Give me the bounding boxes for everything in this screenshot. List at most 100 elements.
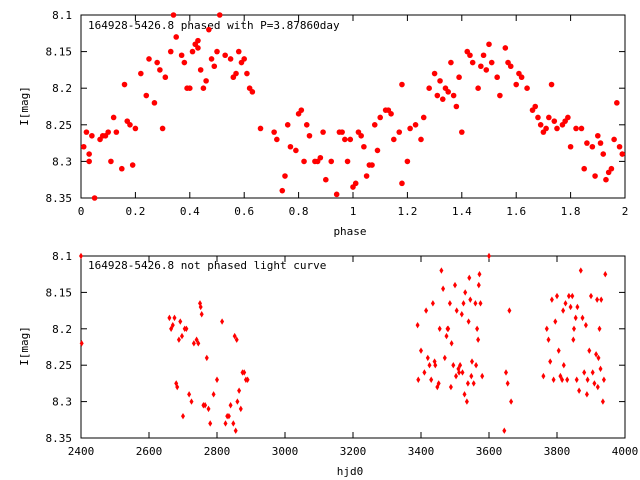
data-point <box>222 52 228 59</box>
data-point <box>437 78 443 84</box>
data-point <box>518 74 525 81</box>
data-point <box>206 405 211 413</box>
data-point <box>231 420 236 427</box>
data-point <box>374 147 381 154</box>
x-tick-label: 0.6 <box>234 205 254 218</box>
data-point <box>127 122 133 128</box>
data-point <box>233 427 238 434</box>
data-point <box>146 56 152 62</box>
data-point <box>578 267 583 274</box>
x-tick-label: 3000 <box>272 445 299 458</box>
data-point <box>377 114 384 121</box>
data-point <box>388 111 394 117</box>
data-point <box>448 383 453 391</box>
data-point <box>244 70 250 77</box>
x-tick-label: 2 <box>622 205 629 218</box>
data-point <box>187 85 193 91</box>
data-point <box>548 81 555 88</box>
data-point <box>195 37 201 44</box>
data-point <box>271 129 277 135</box>
data-point <box>157 67 163 73</box>
data-point <box>89 132 95 139</box>
data-point <box>619 151 626 157</box>
data-point <box>477 271 482 278</box>
data-point <box>575 303 580 311</box>
data-point <box>204 354 209 362</box>
data-point <box>595 383 600 391</box>
data-point <box>468 296 473 303</box>
data-point <box>590 369 595 376</box>
data-point <box>320 129 326 135</box>
data-point <box>600 151 607 157</box>
data-point <box>426 85 432 91</box>
data-point <box>546 114 552 121</box>
data-point <box>567 143 574 150</box>
x-tick-label: 3800 <box>544 445 571 458</box>
data-point <box>234 336 239 343</box>
data-point <box>597 325 602 332</box>
data-point <box>249 89 256 95</box>
x-tick-label: 0.2 <box>125 205 145 218</box>
data-point <box>473 300 478 307</box>
data-point <box>469 59 476 66</box>
data-point <box>416 376 421 383</box>
data-point <box>603 271 608 278</box>
data-point <box>323 176 329 183</box>
data-point <box>461 300 466 307</box>
data-point <box>502 427 507 434</box>
data-point <box>159 125 166 132</box>
data-point <box>433 362 438 369</box>
x-tick-label: 3400 <box>408 445 435 458</box>
data-point <box>430 300 435 307</box>
data-point <box>223 420 228 427</box>
x-tick-label: 2800 <box>204 445 231 458</box>
data-point <box>596 354 601 362</box>
data-point <box>129 162 136 168</box>
data-point <box>497 92 503 99</box>
data-point <box>483 67 490 73</box>
data-point <box>173 34 179 40</box>
y-tick-label: 8.2 <box>52 82 72 95</box>
data-point <box>198 303 203 311</box>
data-point <box>475 85 481 91</box>
data-point <box>301 158 307 165</box>
data-point <box>170 321 175 329</box>
data-point <box>585 376 590 383</box>
data-point <box>363 173 370 179</box>
data-point <box>453 281 457 289</box>
data-point <box>583 321 588 329</box>
y-tick-label: 8.1 <box>52 9 72 22</box>
data-point <box>457 369 462 376</box>
data-point <box>404 158 411 165</box>
data-point <box>226 412 231 420</box>
data-point <box>437 325 442 332</box>
data-point <box>598 365 603 373</box>
data-point <box>568 303 573 311</box>
data-point <box>339 129 345 135</box>
data-point <box>541 372 546 380</box>
x-tick-label: 4000 <box>612 445 639 458</box>
data-point <box>554 125 560 132</box>
data-point <box>176 336 181 343</box>
data-point <box>293 147 299 154</box>
data-point <box>216 12 223 18</box>
data-point <box>584 391 589 398</box>
data-point <box>431 70 438 77</box>
data-point <box>167 48 174 55</box>
data-point <box>211 391 216 398</box>
data-point <box>592 380 597 387</box>
data-point <box>425 354 430 362</box>
data-point <box>565 114 571 121</box>
data-point <box>232 332 237 340</box>
data-point <box>560 376 565 383</box>
data-point <box>572 325 576 332</box>
data-point <box>476 336 481 343</box>
data-point <box>546 336 551 343</box>
y-axis-label: I[mag] <box>18 326 31 366</box>
data-point <box>573 314 578 322</box>
data-point <box>561 307 566 314</box>
data-point <box>537 122 544 128</box>
data-point <box>487 252 491 260</box>
data-point <box>181 59 188 66</box>
